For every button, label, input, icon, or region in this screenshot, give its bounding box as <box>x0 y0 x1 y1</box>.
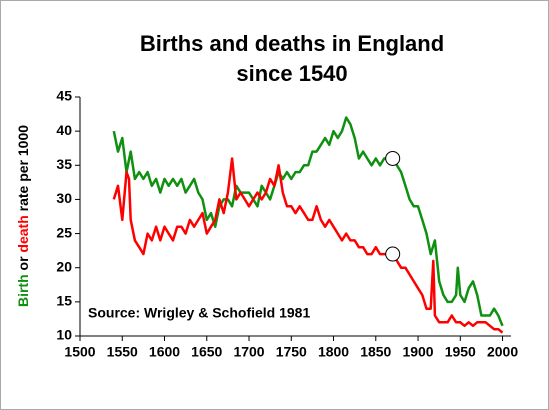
y-tick-label: 40 <box>56 122 72 138</box>
highlight-marker <box>385 246 401 262</box>
y-axis-label-part: death <box>15 215 31 252</box>
x-tick-label: 1550 <box>107 344 138 360</box>
chart-title: Births and deaths in England <box>140 31 444 56</box>
line-series <box>112 157 504 334</box>
line-series <box>112 116 504 327</box>
x-tick-label: 1850 <box>360 344 391 360</box>
y-tick-label: 30 <box>56 190 72 206</box>
x-tick-label: 1700 <box>233 344 264 360</box>
x-tick-label: 1900 <box>402 344 433 360</box>
y-tick-label: 20 <box>56 258 72 274</box>
x-tick-label: 1950 <box>445 344 476 360</box>
x-tick-label: 1500 <box>64 344 95 360</box>
y-axis-label-part: rate per 1000 <box>15 125 31 215</box>
y-axis-label: Birth or death rate per 1000 <box>15 125 31 307</box>
x-tick-label: 1650 <box>191 344 222 360</box>
y-tick-label: 25 <box>56 224 72 240</box>
y-tick-label: 15 <box>56 293 72 309</box>
y-axis-label-part: Birth <box>15 274 31 307</box>
x-tick-label: 1600 <box>149 344 180 360</box>
y-tick-label: 45 <box>56 88 72 104</box>
x-tick-label: 1800 <box>318 344 349 360</box>
annotation: Source: Wrigley & Schofield 1981 <box>88 305 310 321</box>
highlight-marker <box>385 150 401 166</box>
y-tick-label: 35 <box>56 156 72 172</box>
x-tick-label: 2000 <box>487 344 518 360</box>
y-tick-label: 10 <box>56 327 72 343</box>
x-tick-label: 1750 <box>276 344 307 360</box>
y-axis-label-part: or <box>15 253 31 275</box>
chart-title: since 1540 <box>236 61 347 86</box>
